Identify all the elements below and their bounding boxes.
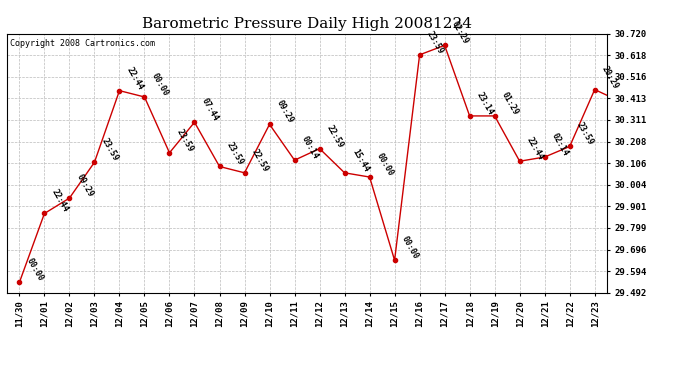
Text: 15:44: 15:44 <box>350 147 371 173</box>
Text: 00:00: 00:00 <box>25 257 46 283</box>
Text: Copyright 2008 Cartronics.com: Copyright 2008 Cartronics.com <box>10 39 155 48</box>
Text: 02:29: 02:29 <box>450 20 471 46</box>
Text: 22:59: 22:59 <box>250 147 270 173</box>
Text: 02:14: 02:14 <box>550 132 571 158</box>
Text: 01:29: 01:29 <box>500 90 520 117</box>
Text: 07:44: 07:44 <box>200 97 220 123</box>
Text: 23:59: 23:59 <box>100 137 120 163</box>
Text: 23:59: 23:59 <box>425 29 446 56</box>
Text: 23:59: 23:59 <box>175 127 195 153</box>
Text: 09:29: 09:29 <box>75 172 95 199</box>
Text: 09:29: 09:29 <box>275 99 295 125</box>
Text: 00:14: 00:14 <box>300 135 320 161</box>
Text: 23:14: 23:14 <box>475 90 495 117</box>
Text: 00:00: 00:00 <box>400 235 420 261</box>
Text: 23:59: 23:59 <box>225 141 246 167</box>
Text: 22:44: 22:44 <box>125 65 146 91</box>
Text: 23:59: 23:59 <box>575 121 595 147</box>
Text: 22:44: 22:44 <box>50 188 70 214</box>
Title: Barometric Pressure Daily High 20081224: Barometric Pressure Daily High 20081224 <box>142 17 472 31</box>
Text: 22:44: 22:44 <box>525 136 546 162</box>
Text: 00:00: 00:00 <box>150 71 170 98</box>
Text: 22:59: 22:59 <box>325 123 346 149</box>
Text: 20:29: 20:29 <box>600 64 620 90</box>
Text: 00:00: 00:00 <box>0 374 1 375</box>
Text: 00:00: 00:00 <box>375 152 395 178</box>
